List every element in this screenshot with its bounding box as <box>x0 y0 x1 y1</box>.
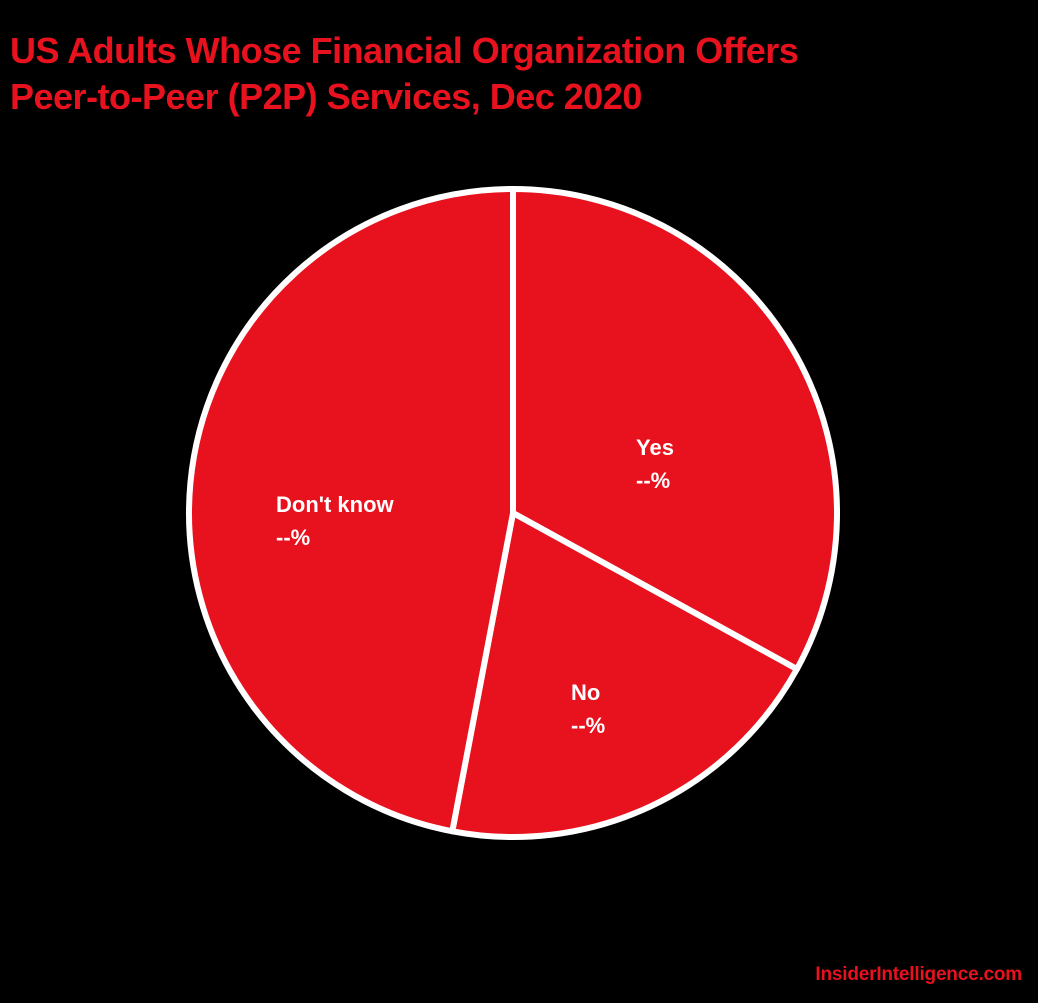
slice-label-dont-know-name: Don't know <box>276 492 394 517</box>
slice-label-yes: Yes --% <box>636 431 674 497</box>
slice-label-dont-know-value: --% <box>276 525 311 550</box>
slice-label-no-name: No <box>571 680 601 705</box>
chart-title: US Adults Whose Financial Organization O… <box>10 28 1020 120</box>
source-credit: InsiderIntelligence.com <box>815 964 1022 985</box>
slice-label-yes-name: Yes <box>636 435 674 460</box>
slice-label-yes-value: --% <box>636 468 671 493</box>
slice-label-no-value: --% <box>571 713 606 738</box>
pie-slices <box>186 186 840 840</box>
slice-yes <box>510 186 840 673</box>
slice-label-no: No --% <box>571 676 605 742</box>
chart-title-line-1: US Adults Whose Financial Organization O… <box>10 30 799 71</box>
slice-label-dont-know: Don't know --% <box>276 488 394 554</box>
chart-title-line-2: Peer-to-Peer (P2P) Services, Dec 2020 <box>10 76 642 117</box>
slice-dont-know <box>186 186 516 835</box>
slice-no <box>449 510 800 840</box>
